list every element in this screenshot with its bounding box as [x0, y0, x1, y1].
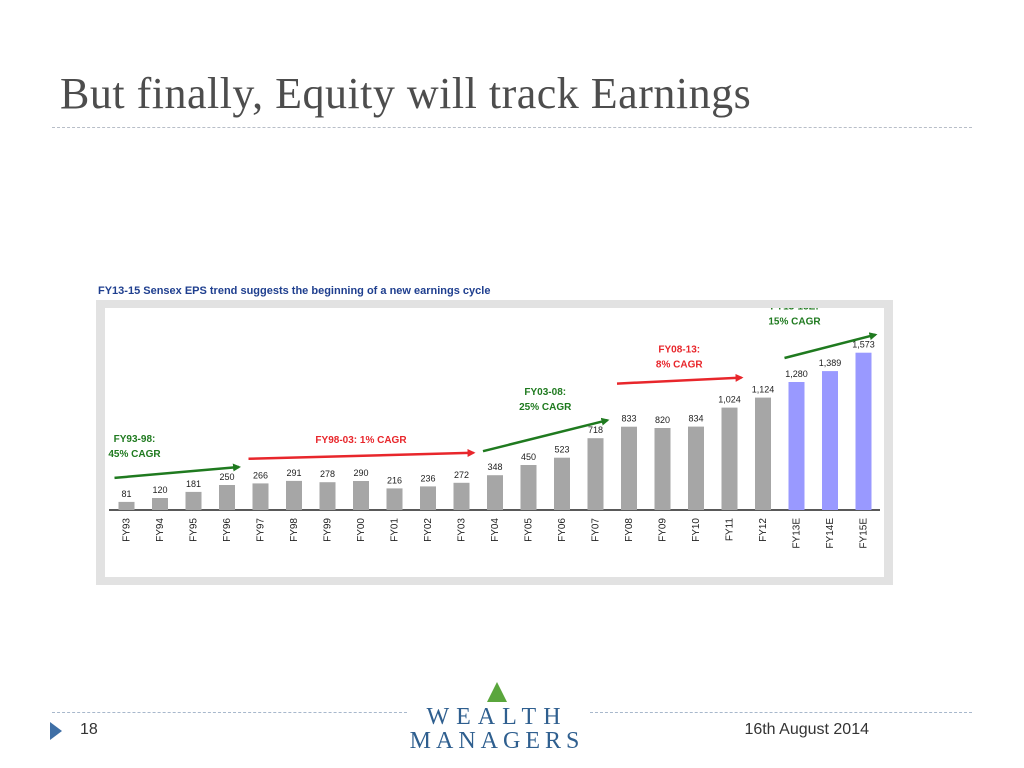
- page-number: 18: [80, 721, 98, 738]
- value-label-FY11: 1,024: [718, 395, 741, 405]
- value-label-FY10: 834: [688, 414, 703, 424]
- value-label-FY97: 266: [253, 470, 268, 480]
- bar-FY11: [721, 407, 738, 510]
- value-label-FY98: 291: [286, 468, 301, 478]
- trend-label-3-line-2: 25% CAGR: [519, 402, 572, 413]
- value-label-FY93: 81: [121, 489, 131, 499]
- bar-FY94: [152, 498, 168, 510]
- category-label-FY98: FY98: [289, 518, 300, 542]
- bar-FY10: [688, 426, 704, 510]
- footer-divider-left: [52, 712, 407, 713]
- value-label-FY01: 216: [387, 475, 402, 485]
- value-label-FY09: 820: [655, 415, 670, 425]
- bar-FY04: [487, 475, 503, 510]
- value-label-FY02: 236: [420, 473, 435, 483]
- trend-label-1-line-1: FY93-98:: [114, 434, 156, 445]
- trend-arrow-2: [248, 448, 476, 461]
- bar-FY01: [386, 488, 403, 510]
- value-label-FY13E: 1,280: [785, 369, 808, 379]
- category-label-FY96: FY96: [222, 518, 233, 542]
- category-label-FY00: FY00: [356, 518, 367, 542]
- category-label-FY13E: FY13E: [792, 518, 803, 549]
- value-label-FY04: 348: [487, 462, 502, 472]
- category-label-FY15E: FY15E: [859, 518, 870, 549]
- wealth-managers-logo: WEALTH MANAGERS: [410, 682, 585, 752]
- trend-label-5-line-2: 15% CAGR: [768, 317, 821, 328]
- logo-managers-text: MANAGERS: [410, 728, 585, 752]
- value-label-FY08: 833: [621, 414, 636, 424]
- bar-FY07: [587, 438, 604, 510]
- bar-FY14E: [822, 371, 838, 510]
- bar-FY95: [185, 491, 202, 510]
- footer-divider-right: [590, 712, 972, 713]
- category-label-FY11: FY11: [725, 518, 736, 542]
- category-label-FY03: FY03: [457, 518, 468, 542]
- bar-FY98: [286, 480, 302, 510]
- trend-arrow-5: [784, 332, 878, 360]
- category-label-FY14E: FY14E: [825, 518, 836, 549]
- category-label-FY01: FY01: [390, 518, 401, 542]
- category-label-FY05: FY05: [524, 518, 535, 542]
- eps-bar-chart: 81 FY93 120 FY94 181 FY95 250 FY96 266 FY97 291 FY9…: [108, 308, 880, 549]
- bar-FY02: [420, 486, 436, 510]
- category-label-FY08: FY08: [624, 518, 635, 542]
- trend-label-1-line-2: 45% CAGR: [108, 449, 161, 460]
- value-label-FY05: 450: [521, 452, 536, 462]
- bar-FY93: [118, 501, 135, 510]
- bar-FY08: [621, 426, 637, 510]
- category-label-FY06: FY06: [557, 518, 568, 542]
- category-label-FY97: FY97: [256, 518, 267, 542]
- trend-arrow-4: [616, 373, 744, 385]
- bar-FY15E: [855, 352, 872, 510]
- title-divider: [52, 127, 972, 128]
- slide-title: But finally, Equity will track Earnings: [60, 69, 752, 118]
- trend-label-4-line-2: 8% CAGR: [656, 360, 703, 371]
- category-label-FY94: FY94: [155, 518, 166, 542]
- bar-FY99: [319, 482, 336, 510]
- value-label-FY94: 120: [152, 485, 167, 495]
- category-label-FY93: FY93: [122, 518, 133, 542]
- bar-FY96: [219, 485, 235, 510]
- bar-FY97: [252, 483, 269, 510]
- category-label-FY10: FY10: [691, 518, 702, 542]
- value-label-FY07: 718: [588, 425, 603, 435]
- value-label-FY15E: 1,573: [852, 340, 875, 350]
- bar-FY13E: [788, 382, 805, 510]
- footer-triangle-icon: [50, 722, 62, 740]
- value-label-FY06: 523: [554, 445, 569, 455]
- bar-FY06: [554, 457, 570, 510]
- logo-triangle-icon: [487, 682, 507, 702]
- trend-label-4-line-1: FY08-13:: [658, 345, 700, 356]
- category-label-FY95: FY95: [189, 518, 200, 542]
- bar-FY03: [453, 482, 470, 510]
- logo-wealth-text: WEALTH: [426, 704, 567, 730]
- bar-FY09: [654, 428, 671, 510]
- trend-label-2-line-1: FY98-03: 1% CAGR: [315, 435, 407, 446]
- trend-arrow-1: [114, 463, 241, 480]
- footer-date: 16th August 2014: [744, 721, 869, 738]
- category-label-FY04: FY04: [490, 518, 501, 542]
- trend-arrow-3: [482, 417, 610, 453]
- chart-panel: 81 FY93 120 FY94 181 FY95 250 FY96 266 FY97 291 FY9…: [105, 308, 884, 577]
- bar-FY12: [755, 397, 771, 510]
- trend-label-3-line-1: FY03-08:: [524, 387, 566, 398]
- category-label-FY07: FY07: [591, 518, 602, 542]
- bar-FY05: [520, 465, 537, 510]
- value-label-FY14E: 1,389: [819, 358, 842, 368]
- value-label-FY99: 278: [320, 469, 335, 479]
- value-label-FY12: 1,124: [752, 385, 775, 395]
- value-label-FY96: 250: [219, 472, 234, 482]
- value-label-FY95: 181: [186, 479, 201, 489]
- value-label-FY03: 272: [454, 470, 469, 480]
- category-label-FY02: FY02: [423, 518, 434, 542]
- category-label-FY99: FY99: [323, 518, 334, 542]
- value-label-FY00: 290: [353, 468, 368, 478]
- category-label-FY12: FY12: [758, 518, 769, 542]
- category-label-FY09: FY09: [658, 518, 669, 542]
- trend-label-5-line-1: FY13-15E:: [770, 308, 818, 313]
- chart-title: FY13-15 Sensex EPS trend suggests the be…: [98, 285, 491, 297]
- bar-FY00: [353, 481, 369, 510]
